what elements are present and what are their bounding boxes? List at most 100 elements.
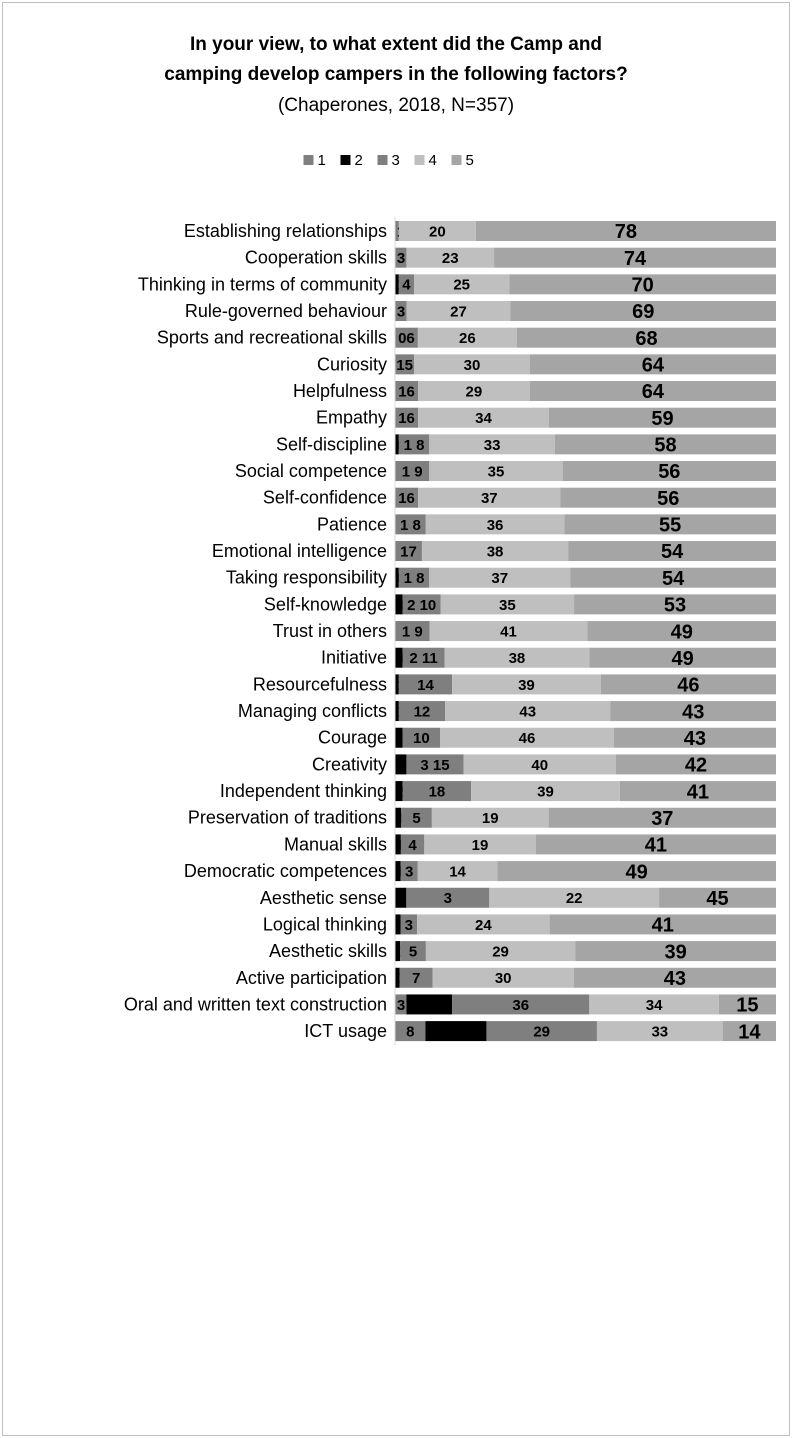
data-label: 39: [518, 677, 535, 694]
data-label: 33: [651, 1024, 668, 1041]
legend-label-3: 3: [392, 152, 400, 169]
bar-segment-5: [497, 861, 776, 882]
bar-segment-3: [406, 887, 490, 908]
category-label: Self-discipline: [276, 434, 387, 454]
bar-segment-4: [406, 301, 511, 322]
bar-segment-4: [398, 221, 476, 241]
bar-segment-3: [395, 247, 407, 268]
bar-segment-5: [722, 1021, 776, 1042]
data-label: 36: [512, 997, 529, 1014]
bar-segment-3: [398, 701, 446, 722]
bar-segment-3: [395, 461, 430, 482]
data-label: 54: [662, 568, 685, 590]
data-label: 29: [533, 1024, 550, 1041]
data-label: 35: [499, 597, 516, 614]
data-label: 56: [657, 488, 679, 510]
data-label: 5: [412, 810, 420, 827]
bar-segment-3: [395, 381, 419, 402]
data-label: 39: [664, 941, 686, 963]
bar-segment-2: [395, 914, 401, 935]
data-label: 34: [646, 997, 663, 1014]
category-label: Emotional intelligence: [212, 541, 387, 561]
bar-segment-3: [402, 594, 441, 615]
bar-segment-3: [452, 994, 590, 1015]
data-label: 29: [492, 943, 509, 960]
data-label: 2: [397, 730, 405, 747]
bar-segment-5: [548, 807, 776, 828]
data-label: 2 11: [409, 650, 437, 667]
chart-title-line-1: In your view, to what extent did the Cam…: [190, 34, 602, 55]
bar-segment-5: [562, 461, 776, 482]
category-label: Empathy: [316, 408, 387, 428]
category-label: Social competence: [235, 461, 387, 481]
data-label: 19: [472, 837, 489, 854]
legend-label-1: 1: [318, 152, 326, 169]
data-label: 0: [397, 890, 405, 907]
bar-segment-2: [395, 674, 399, 695]
bar-segment-5: [535, 834, 776, 855]
data-label: 53: [664, 595, 686, 617]
data-label: 14: [417, 677, 434, 694]
bar-segment-2: [395, 567, 399, 588]
data-label: 41: [645, 835, 667, 857]
category-label: Self-confidence: [263, 488, 387, 508]
bar-segment-5: [587, 621, 776, 642]
bar-segment-3: [395, 621, 430, 642]
bar-segment-3: [401, 807, 432, 828]
data-label: 4: [402, 277, 411, 294]
data-label: 36: [487, 517, 504, 534]
data-label: 17: [400, 543, 417, 560]
chart-subtitle: (Chaperones, 2018, N=357): [278, 95, 514, 116]
bar-segment-4: [414, 274, 510, 295]
category-label: Trust in others: [273, 621, 387, 641]
bar-segment-3: [402, 781, 472, 802]
bar-segment-4: [421, 541, 569, 562]
data-label: 3: [405, 863, 413, 880]
bar-segment-5: [549, 914, 776, 935]
bar-segment-3: [400, 941, 426, 962]
bar-segment-5: [575, 941, 776, 962]
data-label: 14: [738, 1021, 761, 1043]
data-label: 49: [672, 648, 694, 670]
bar-segment-4: [417, 327, 517, 348]
data-label: 3: [397, 303, 405, 320]
category-label: Resourcefulness: [253, 674, 387, 694]
legend-swatch-5: [451, 155, 462, 165]
bar-segment-3: [486, 1021, 597, 1042]
data-label: 23: [442, 250, 459, 267]
bar-segment-4: [463, 754, 616, 775]
data-label: 58: [654, 435, 676, 457]
data-label: 3: [405, 917, 413, 934]
data-label: 12: [414, 703, 431, 720]
bar-segment-5: [494, 247, 776, 268]
data-label: 18: [429, 783, 446, 800]
data-label: 14: [449, 863, 466, 880]
data-label: 68: [635, 328, 657, 350]
bar-segment-4: [418, 407, 549, 428]
data-label: 30: [464, 357, 481, 374]
data-label: 43: [519, 703, 536, 720]
category-label: Oral and written text construction: [124, 994, 387, 1014]
bar-segment-4: [429, 621, 588, 642]
bar-segment-4: [596, 1021, 723, 1042]
data-label: 7: [412, 970, 420, 987]
bar-segment-4: [489, 887, 660, 908]
legend: 1 2 3 4 5: [303, 152, 474, 169]
category-label: Aesthetic sense: [260, 888, 387, 908]
data-label: 49: [626, 861, 648, 883]
bar-segment-3: [395, 541, 422, 562]
category-label: Initiative: [321, 648, 387, 668]
bar-segment-5: [475, 221, 776, 241]
category-label: Manual skills: [284, 834, 387, 854]
category-label: ICT usage: [304, 1021, 387, 1041]
data-label: 10: [413, 730, 430, 747]
data-label: 3 15: [420, 757, 449, 774]
category-label: Rule-governed behaviour: [185, 301, 387, 321]
data-label: 06: [398, 330, 415, 347]
bar-segment-5: [510, 301, 776, 322]
data-label: 3: [397, 250, 405, 267]
data-label: 5: [409, 943, 417, 960]
data-label: 42: [685, 755, 707, 777]
category-label: Curiosity: [317, 354, 387, 374]
data-label: 12: [421, 997, 438, 1014]
